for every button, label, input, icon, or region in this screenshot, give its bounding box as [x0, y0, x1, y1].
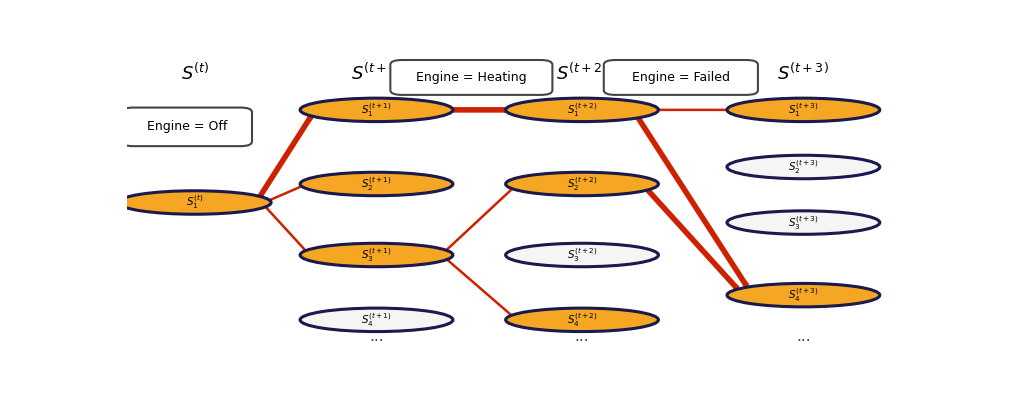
- Ellipse shape: [727, 211, 879, 234]
- Ellipse shape: [727, 155, 879, 179]
- Ellipse shape: [300, 308, 452, 332]
- Text: $S_3^{(t+2)}$: $S_3^{(t+2)}$: [567, 246, 597, 264]
- Text: $S_2^{(t+2)}$: $S_2^{(t+2)}$: [567, 175, 597, 193]
- Text: $S_1^{(t+3)}$: $S_1^{(t+3)}$: [788, 101, 818, 119]
- Text: ...: ...: [369, 329, 383, 344]
- Ellipse shape: [505, 308, 658, 332]
- Ellipse shape: [300, 243, 452, 267]
- Text: $S_1^{(t)}$: $S_1^{(t)}$: [185, 194, 203, 211]
- Text: $S_4^{(t+1)}$: $S_4^{(t+1)}$: [361, 311, 391, 329]
- Ellipse shape: [300, 98, 452, 122]
- Text: $S^{(t+2)}$: $S^{(t+2)}$: [555, 62, 607, 83]
- Text: ...: ...: [795, 329, 810, 344]
- Text: $S^{(t+1)}$: $S^{(t+1)}$: [351, 62, 403, 83]
- Text: $S_2^{(t+3)}$: $S_2^{(t+3)}$: [788, 158, 818, 176]
- Text: Engine = Failed: Engine = Failed: [631, 71, 730, 84]
- Ellipse shape: [505, 243, 658, 267]
- Text: ...: ...: [574, 329, 589, 344]
- Text: $S_1^{(t+2)}$: $S_1^{(t+2)}$: [567, 101, 597, 119]
- FancyBboxPatch shape: [603, 60, 757, 95]
- Text: $S_3^{(t+3)}$: $S_3^{(t+3)}$: [788, 214, 818, 231]
- Ellipse shape: [727, 284, 879, 307]
- FancyBboxPatch shape: [390, 60, 552, 95]
- FancyBboxPatch shape: [121, 107, 252, 146]
- Text: $S_2^{(t+1)}$: $S_2^{(t+1)}$: [361, 175, 391, 193]
- Text: Engine = Off: Engine = Off: [147, 120, 227, 134]
- Text: $S_1^{(t+1)}$: $S_1^{(t+1)}$: [361, 101, 391, 119]
- Ellipse shape: [727, 98, 879, 122]
- Text: $S_4^{(t+3)}$: $S_4^{(t+3)}$: [788, 286, 818, 304]
- Ellipse shape: [505, 98, 658, 122]
- Text: Engine = Heating: Engine = Heating: [416, 71, 526, 84]
- Text: $S^{(t)}$: $S^{(t)}$: [180, 62, 209, 83]
- Ellipse shape: [300, 172, 452, 196]
- Ellipse shape: [505, 172, 658, 196]
- Text: $S_3^{(t+1)}$: $S_3^{(t+1)}$: [361, 246, 391, 264]
- Text: $S_4^{(t+2)}$: $S_4^{(t+2)}$: [567, 311, 597, 329]
- Text: $S^{(t+3)}$: $S^{(t+3)}$: [776, 62, 828, 83]
- Ellipse shape: [118, 191, 271, 214]
